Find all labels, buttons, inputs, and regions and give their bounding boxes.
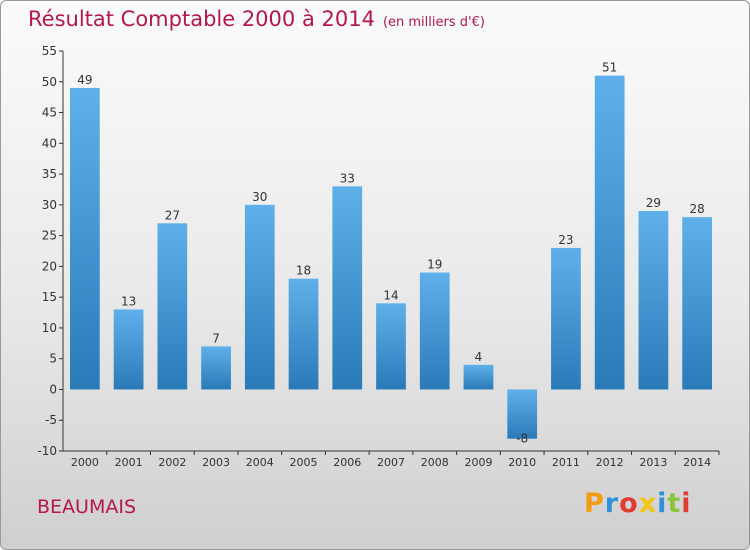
bar-value-label: 51: [602, 61, 617, 75]
bar: [594, 75, 625, 390]
chart-axes: -10 -5 0 5 10 15 20 25 30 35 40 45 50 55 2000 2001 2002 2…: [37, 44, 720, 469]
x-tick-label: 2005: [290, 456, 318, 469]
y-tick-label: 10: [42, 321, 57, 335]
bar: [376, 303, 406, 390]
bar-value-label: 4: [475, 350, 483, 364]
bar: [638, 211, 669, 390]
proxiti-logo-text: Proxiti: [584, 488, 692, 519]
bar-value-label: 7: [212, 331, 220, 345]
bar: [244, 204, 275, 390]
x-tick-label: 2008: [421, 456, 449, 469]
bar: [157, 223, 188, 390]
bar: [201, 346, 231, 390]
bar: [463, 364, 494, 390]
bar-value-label: 13: [121, 294, 136, 308]
x-tick-label: 2009: [464, 456, 492, 469]
bar: [419, 272, 450, 390]
x-tick-label: 2011: [552, 456, 580, 469]
x-tick-label: 2001: [115, 456, 143, 469]
x-tick-label: 2010: [508, 456, 536, 469]
chart-title: Résultat Comptable 2000 à 2014 (en millie…: [28, 7, 485, 31]
x-tick-label: 2000: [71, 456, 99, 469]
bar: [507, 389, 538, 439]
y-tick-label: 15: [42, 290, 57, 304]
chart-data-labels: 49 13 27 7 30 18 33 14 19 4 -8 23 51 29 28: [77, 61, 705, 446]
bar-value-label: 33: [340, 171, 355, 185]
proxiti-logo: Proxiti: [584, 488, 692, 519]
bar-value-label: 49: [77, 73, 92, 87]
y-tick-label: -5: [45, 413, 57, 427]
x-tick-label: 2004: [246, 456, 274, 469]
bar-value-label: 23: [558, 233, 573, 247]
x-tick-label: 2003: [202, 456, 230, 469]
bar-value-label: 28: [689, 202, 704, 216]
chart-subtitle: (en milliers d'€): [382, 15, 485, 30]
x-tick-label: 2007: [377, 456, 405, 469]
bar-value-label: 14: [383, 288, 398, 302]
bar-value-label: 29: [646, 196, 661, 210]
x-tick-label: 2012: [596, 456, 624, 469]
y-tick-label: 0: [49, 382, 57, 396]
x-tick-label: 2006: [333, 456, 361, 469]
y-tick-label: 35: [42, 167, 57, 181]
bar: [113, 309, 144, 390]
y-tick-label: 45: [42, 106, 57, 120]
y-tick-label: 20: [42, 259, 57, 273]
bar: [332, 186, 363, 390]
y-tick-label: 40: [42, 136, 57, 150]
bar-value-label: 19: [427, 258, 442, 272]
y-tick-label: 30: [42, 198, 57, 212]
y-tick-label: -10: [37, 444, 57, 458]
bar-value-label: -8: [516, 432, 528, 446]
commune-name: BEAUMAIS: [37, 496, 136, 518]
x-tick-label: 2013: [639, 456, 667, 469]
x-tick-label: 2002: [158, 456, 186, 469]
y-tick-label: 25: [42, 229, 57, 243]
y-tick-label: 5: [49, 352, 57, 366]
chart-title-text: Résultat Comptable 2000 à 2014: [28, 7, 375, 31]
y-tick-label: 50: [42, 75, 57, 89]
bar: [682, 217, 713, 390]
bar-value-label: 18: [296, 264, 311, 278]
bar: [69, 87, 100, 390]
y-tick-label: 55: [42, 44, 57, 58]
chart-bars: [69, 75, 713, 439]
bar-value-label: 30: [252, 190, 267, 204]
bar: [288, 278, 319, 390]
x-tick-label: 2014: [683, 456, 711, 469]
bar: [551, 247, 581, 390]
bar-value-label: 27: [165, 208, 180, 222]
